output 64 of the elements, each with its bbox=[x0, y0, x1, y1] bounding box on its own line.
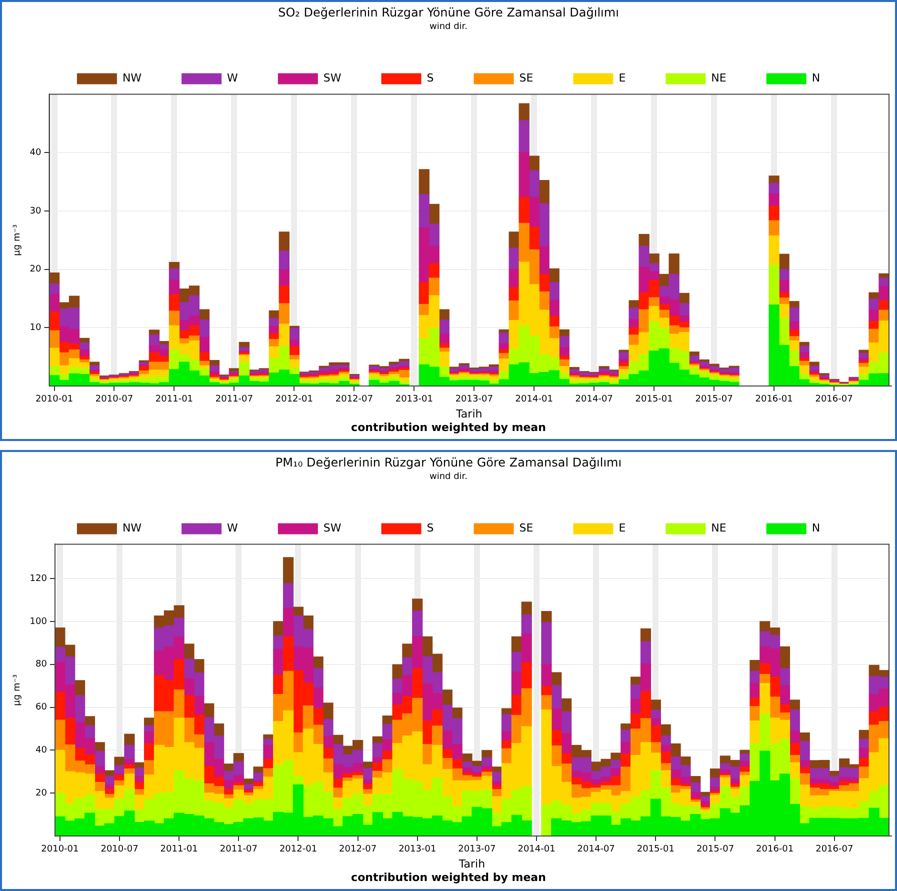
x-tick-label: 2011-07 bbox=[220, 844, 258, 855]
x-tick-label: 2012-07 bbox=[335, 394, 373, 405]
x-tick-label: 2011-01 bbox=[160, 844, 198, 855]
y-tick-label: 20 bbox=[36, 788, 48, 798]
x-axis-title: Tarih bbox=[458, 857, 486, 870]
x-tick-label: 2011-01 bbox=[155, 394, 194, 405]
x-tick-label: 2015-07 bbox=[695, 394, 733, 405]
y-tick-label: 20 bbox=[30, 264, 42, 275]
legend-label: E bbox=[618, 522, 626, 535]
x-tick-label: 2012-01 bbox=[279, 844, 318, 855]
legend-title: wind dir. bbox=[429, 472, 468, 482]
legend-label: NW bbox=[122, 72, 142, 85]
x-tick-label: 2013-01 bbox=[395, 394, 433, 405]
y-tick-label: 80 bbox=[36, 660, 48, 670]
legend-label: E bbox=[618, 72, 626, 85]
x-tick-label: 2010-01 bbox=[41, 844, 79, 855]
x-tick-label: 2010-07 bbox=[100, 844, 138, 855]
legend-title: wind dir. bbox=[429, 22, 468, 32]
legend-label: SW bbox=[323, 72, 342, 85]
x-tick-label: 2015-07 bbox=[696, 844, 734, 855]
y-tick-label: 60 bbox=[36, 702, 48, 713]
x-tick-label: 2012-01 bbox=[275, 394, 313, 405]
y-axis-title: µg m⁻³ bbox=[12, 224, 23, 256]
x-tick-label: 2016-01 bbox=[756, 844, 794, 855]
legend-label: NE bbox=[711, 522, 726, 535]
x-tick-label: 2014-01 bbox=[518, 844, 556, 855]
x-tick-label: 2013-07 bbox=[458, 844, 496, 855]
x-tick-label: 2014-07 bbox=[577, 844, 615, 855]
chart-title: PM₁₀ Değerlerinin Rüzgar Yönüne Göre Zamansal Dağılımı bbox=[275, 455, 622, 470]
x-tick-label: 2015-01 bbox=[636, 844, 674, 855]
chart-title: SO₂ Değerlerinin Rüzgar Yönüne Göre Zamansal Dağılımı bbox=[278, 5, 619, 20]
x-tick-label: 2011-07 bbox=[215, 394, 253, 405]
legend-label: NW bbox=[122, 522, 142, 535]
x-tick-label: 2015-01 bbox=[635, 394, 673, 405]
x-tick-label: 2014-07 bbox=[575, 394, 613, 405]
x-tick-label: 2010-01 bbox=[35, 394, 74, 405]
y-tick-label: 120 bbox=[30, 574, 48, 584]
legend-label: NE bbox=[711, 72, 726, 85]
legend-label: W bbox=[227, 72, 238, 85]
x-tick-label: 2010-07 bbox=[95, 394, 134, 405]
y-tick-label: 10 bbox=[30, 322, 42, 333]
y-tick-label: 100 bbox=[30, 616, 48, 627]
legend-label: W bbox=[227, 522, 238, 535]
y-tick-label: 40 bbox=[30, 148, 42, 158]
legend-label: SE bbox=[519, 522, 534, 535]
text: contribution weighted by mean bbox=[350, 421, 547, 435]
y-tick-label: 40 bbox=[36, 746, 48, 756]
x-tick-label: 2012-07 bbox=[339, 844, 377, 855]
legend-label: N bbox=[812, 522, 820, 535]
legend-label: S bbox=[426, 522, 434, 535]
text: contribution weighted by mean bbox=[350, 871, 547, 885]
x-tick-label: 2014-01 bbox=[515, 394, 553, 405]
legend-label: SE bbox=[519, 72, 534, 85]
legend-label: S bbox=[426, 72, 434, 85]
legend-label: N bbox=[812, 72, 820, 85]
x-axis-title: Tarih bbox=[455, 407, 482, 420]
x-tick-label: 2013-01 bbox=[398, 844, 436, 855]
legend-label: SW bbox=[323, 522, 342, 535]
x-tick-label: 2016-07 bbox=[816, 844, 854, 855]
x-tick-label: 2016-01 bbox=[755, 394, 793, 405]
y-tick-label: 30 bbox=[30, 206, 42, 216]
x-tick-label: 2016-07 bbox=[815, 394, 853, 405]
x-tick-label: 2013-07 bbox=[455, 394, 493, 405]
y-axis-title: µg m⁻³ bbox=[12, 674, 23, 706]
